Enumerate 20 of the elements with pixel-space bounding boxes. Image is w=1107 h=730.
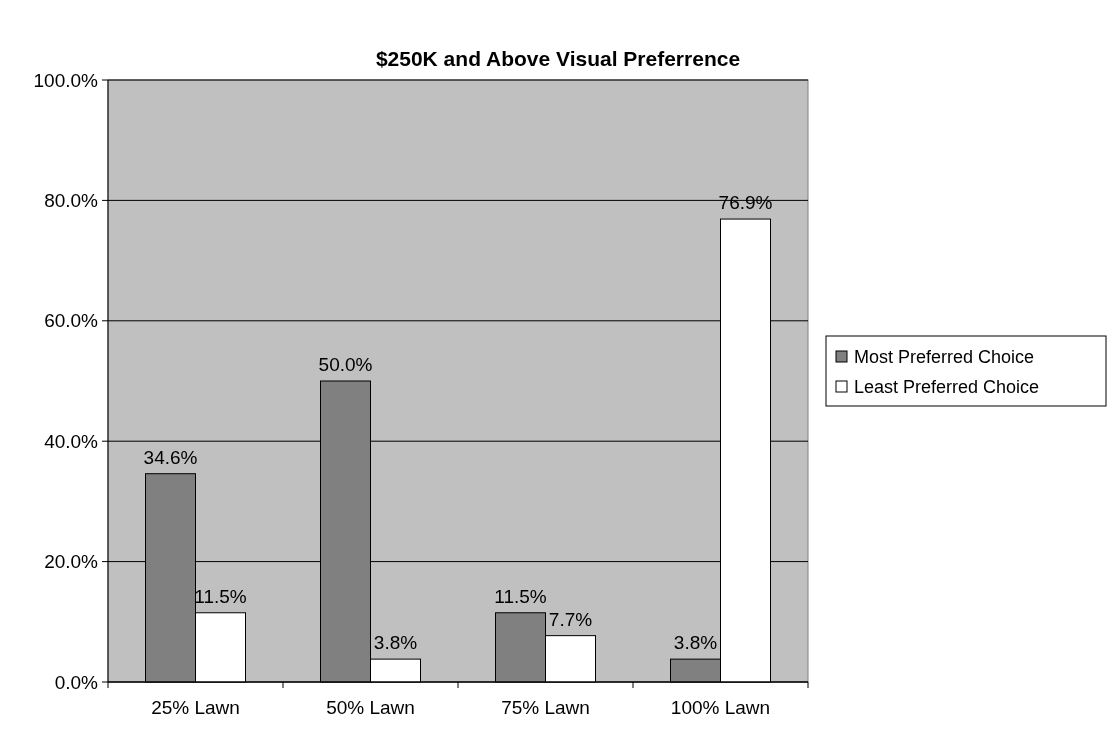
x-tick-label: 75% Lawn — [501, 697, 590, 718]
x-tick-label: 50% Lawn — [326, 697, 415, 718]
text: 11.5% — [494, 585, 547, 607]
x-tick-label: 100% Lawn — [670, 697, 771, 718]
y-tick-label: 60.0% — [44, 310, 99, 332]
y-tick-label: 0.0% — [54, 671, 99, 693]
text: 34.6% — [143, 446, 198, 468]
text: 3.8% — [373, 632, 418, 654]
text: 11.5% — [194, 585, 247, 607]
legend-label: Least Preferred Choice — [854, 377, 1040, 398]
chart-title: $250K and Above Visual Preferrence — [375, 47, 741, 70]
text: 3.8% — [673, 632, 718, 654]
text: 7.7% — [548, 608, 593, 630]
y-tick-label: 100.0% — [33, 69, 99, 91]
y-tick-label: 80.0% — [44, 190, 99, 212]
y-tick-label: 40.0% — [44, 430, 99, 452]
text: 50.0% — [318, 354, 373, 375]
x-tick-label: 25% Lawn — [151, 697, 240, 718]
legend-label: Most Preferred Choice — [854, 347, 1035, 368]
y-tick-label: 20.0% — [44, 551, 99, 573]
